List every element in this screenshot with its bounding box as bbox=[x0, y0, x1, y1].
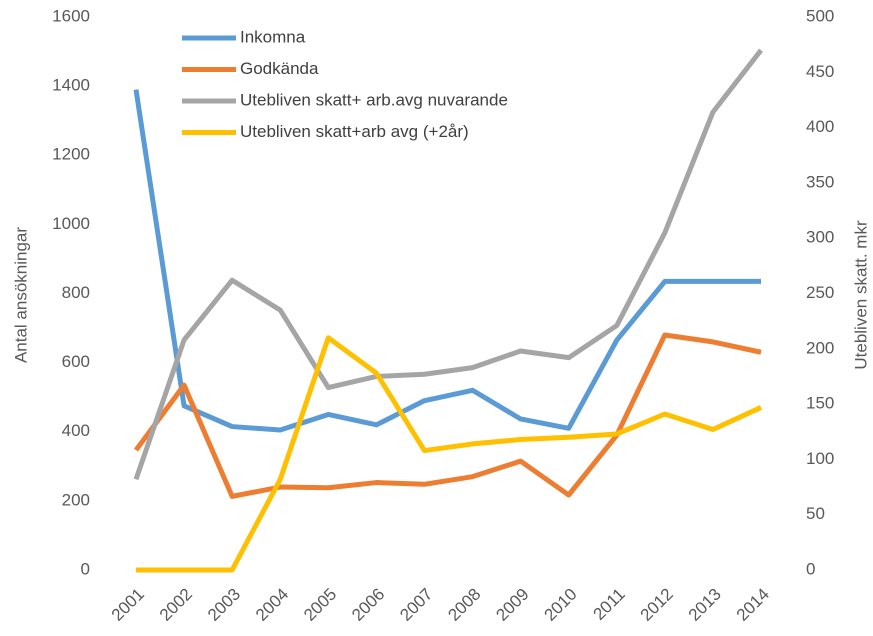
y-tick-label: 1000 bbox=[52, 214, 90, 233]
x-tick-label: 2007 bbox=[396, 585, 436, 625]
series-line bbox=[133, 332, 762, 499]
y2-tick-label: 200 bbox=[806, 338, 834, 357]
y-axis-title: Antal ansökningar bbox=[11, 227, 30, 363]
legend-label: Utebliven skatt+arb avg (+2år) bbox=[240, 122, 469, 141]
x-tick-label: 2009 bbox=[492, 585, 532, 625]
y2-axis-title: Utebliven skatt. mkr bbox=[851, 220, 870, 370]
y-tick-label: 1600 bbox=[52, 6, 90, 25]
y2-tick-label: 450 bbox=[806, 62, 834, 81]
y2-tick-label: 300 bbox=[806, 228, 834, 247]
series-line bbox=[136, 335, 763, 573]
x-tick-label: 2003 bbox=[204, 585, 244, 625]
x-tick-label: 2012 bbox=[637, 585, 677, 625]
x-tick-label: 2013 bbox=[685, 585, 725, 625]
y2-tick-label: 350 bbox=[806, 172, 834, 191]
y2-tick-label: 400 bbox=[806, 117, 834, 136]
legend-label: Inkomna bbox=[240, 27, 306, 46]
y2-tick-label: 100 bbox=[806, 449, 834, 468]
y2-tick-label: 0 bbox=[806, 559, 815, 578]
y2-tick-label: 250 bbox=[806, 283, 834, 302]
y-tick-label: 1200 bbox=[52, 145, 90, 164]
x-tick-label: 2011 bbox=[589, 585, 628, 624]
x-tick-label: 2008 bbox=[444, 585, 484, 625]
x-tick-label: 2004 bbox=[252, 585, 292, 625]
y-tick-label: 800 bbox=[62, 283, 90, 302]
y-tick-label: 200 bbox=[62, 490, 90, 509]
legend-label: Utebliven skatt+ arb.avg nuvarande bbox=[240, 90, 508, 109]
y2-tick-label: 50 bbox=[806, 504, 825, 523]
series-line bbox=[133, 89, 761, 433]
x-tick-label: 2006 bbox=[348, 585, 388, 625]
x-tick-label: 2010 bbox=[541, 585, 581, 625]
x-tick-label: 2001 bbox=[108, 585, 148, 625]
y-tick-label: 600 bbox=[62, 352, 90, 371]
legend-label: Godkända bbox=[240, 59, 319, 78]
x-tick-label: 2014 bbox=[733, 585, 773, 625]
x-tick-label: 2005 bbox=[300, 585, 340, 625]
y2-tick-label: 500 bbox=[806, 6, 834, 25]
series-line bbox=[133, 48, 763, 481]
y2-tick-label: 150 bbox=[806, 394, 834, 413]
y-tick-label: 1400 bbox=[52, 76, 90, 95]
x-tick-label: 2002 bbox=[156, 585, 196, 625]
y-tick-label: 0 bbox=[81, 559, 90, 578]
y-tick-label: 400 bbox=[62, 421, 90, 440]
